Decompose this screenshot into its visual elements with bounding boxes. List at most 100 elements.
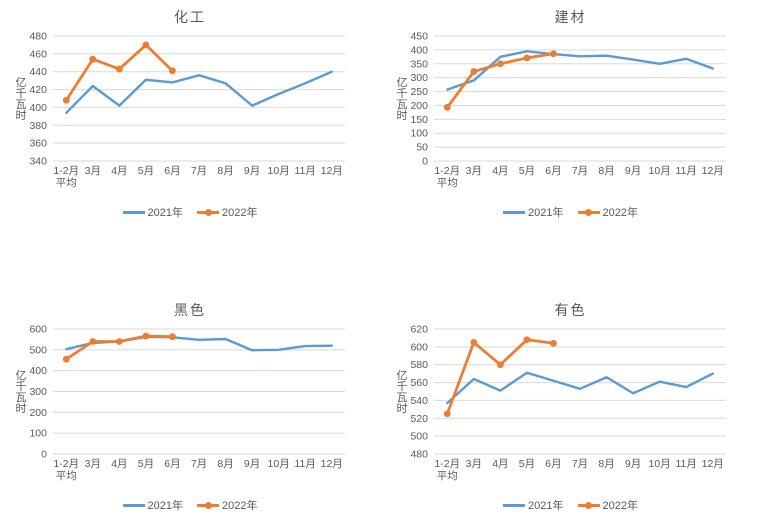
- x-tick-label: 7月: [571, 458, 587, 470]
- x-tick-label: 11月: [294, 165, 315, 177]
- series-line-2021年: [445, 371, 714, 405]
- y-tick-label: 380: [29, 120, 47, 132]
- y-tick-label: 400: [410, 44, 428, 56]
- legend-item-2022: 2022年: [577, 204, 638, 220]
- legend-item-2021: 2021年: [503, 204, 564, 220]
- data-point-marker: [469, 338, 477, 346]
- y-tick-label: 50: [416, 142, 428, 154]
- series-line-2021年: [65, 70, 333, 114]
- x-tick-label: 10月: [268, 165, 290, 177]
- legend-label-2021: 2021年: [528, 207, 564, 219]
- y-tick-label: 480: [29, 31, 47, 43]
- y-tick-label: 200: [29, 407, 47, 419]
- data-point-marker: [523, 336, 530, 344]
- x-tick-label: 12月: [701, 165, 723, 177]
- data-point-marker: [549, 50, 557, 58]
- data-point-marker: [523, 54, 530, 62]
- y-tick-label: 480: [410, 449, 428, 461]
- data-point-marker: [496, 361, 504, 369]
- x-tick-label: 5月: [138, 165, 154, 177]
- x-tick-label: 3月: [85, 458, 101, 470]
- y-axis-title: 亿千瓦时: [396, 369, 407, 415]
- x-tick-label: 10月: [648, 165, 670, 177]
- legend-item-2021: 2021年: [122, 204, 183, 220]
- y-tick-label: 400: [29, 102, 47, 114]
- x-tick-label: 4月: [111, 458, 127, 470]
- y-tick-label: 500: [29, 344, 47, 356]
- data-point-marker: [62, 355, 70, 363]
- chart-title-building-materials: 建材: [554, 9, 587, 25]
- x-tick-label: 5月: [518, 458, 534, 470]
- y-tick-label: 520: [410, 413, 428, 425]
- x-tick-label: 8月: [217, 458, 233, 470]
- legend-item-2022: 2022年: [577, 497, 638, 513]
- x-tick-label: 7月: [191, 165, 207, 177]
- x-tick-label: 12月: [321, 165, 343, 177]
- y-tick-label: 600: [29, 324, 47, 336]
- x-tick-label: 4月: [111, 165, 127, 177]
- data-point-marker: [115, 338, 123, 345]
- series-line-2022年: [64, 43, 174, 102]
- x-tick-label: 11月: [675, 458, 696, 470]
- chart-chemical: 化工 340 360 380 400 420 440 460 480 1-2月 平均 3月 4月 5月 6…: [0, 0, 380, 263]
- legend-label-2022: 2022年: [602, 207, 638, 219]
- legend-line-2021-icon: [503, 210, 526, 214]
- chart-title-chemical: 化工: [174, 9, 206, 25]
- y-tick-label: 460: [29, 48, 47, 60]
- series-line-2021年: [65, 335, 333, 352]
- legend-label-2021: 2021年: [147, 207, 183, 219]
- x-tick-sublabel: 平均: [56, 470, 77, 482]
- x-tick-sublabel: 平均: [56, 177, 77, 189]
- y-tick-label: 100: [410, 128, 428, 140]
- data-point-marker: [496, 60, 504, 68]
- y-tick-label: 450: [410, 31, 428, 43]
- data-point-marker: [89, 55, 97, 63]
- legend-nonferrous: 2021年 2022年: [503, 497, 638, 513]
- legend-item-2022: 2022年: [197, 497, 257, 513]
- y-tick-label: 440: [29, 66, 47, 78]
- y-tick-label: 600: [410, 341, 428, 353]
- y-tick-label: 400: [29, 365, 47, 377]
- x-tick-label: 12月: [701, 458, 723, 470]
- legend-label-2021: 2021年: [147, 500, 183, 512]
- chart-title-nonferrous: 有色: [554, 302, 587, 318]
- data-point-marker: [169, 67, 176, 75]
- legend-ferrous: 2021年 2022年: [122, 497, 257, 513]
- data-point-marker: [142, 332, 150, 340]
- x-tick-sublabel: 平均: [436, 177, 457, 189]
- data-point-marker: [115, 65, 123, 73]
- y-tick-label: 500: [410, 431, 428, 443]
- y-tick-label: 580: [410, 359, 428, 371]
- x-tick-label: 1-2月: [53, 458, 79, 470]
- x-tick-label: 12月: [321, 458, 343, 470]
- x-tick-label: 6月: [545, 458, 561, 470]
- legend-label-2021: 2021年: [528, 500, 564, 512]
- legend-line-2022-icon: [577, 208, 600, 216]
- chart-nonferrous: 有色 480 500 520 540 560 580 600 620 1-2月 平均 3月 4月 5月 6…: [380, 263, 761, 527]
- x-tick-label: 7月: [191, 458, 207, 470]
- y-tick-label: 540: [410, 395, 428, 407]
- x-tick-label: 6月: [545, 165, 561, 177]
- x-tick-label: 3月: [465, 458, 481, 470]
- x-tick-label: 3月: [465, 165, 481, 177]
- legend-line-2021-icon: [122, 210, 145, 214]
- y-tick-label: 100: [29, 428, 47, 440]
- legend-item-2022: 2022年: [197, 204, 257, 220]
- x-tick-label: 7月: [571, 165, 587, 177]
- data-point-marker: [89, 338, 97, 345]
- x-tick-label: 5月: [518, 165, 534, 177]
- x-tick-label: 10月: [648, 458, 670, 470]
- legend-label-2022: 2022年: [222, 207, 258, 219]
- y-tick-label: 300: [410, 72, 428, 84]
- x-tick-label: 6月: [164, 458, 180, 470]
- y-tick-label: 300: [29, 386, 47, 398]
- x-tick-label: 8月: [217, 165, 233, 177]
- x-tick-label: 1-2月: [434, 165, 460, 177]
- x-tick-sublabel: 平均: [436, 470, 457, 482]
- y-tick-label: 350: [410, 58, 428, 70]
- x-tick-label: 5月: [138, 458, 154, 470]
- data-point-marker: [169, 333, 176, 341]
